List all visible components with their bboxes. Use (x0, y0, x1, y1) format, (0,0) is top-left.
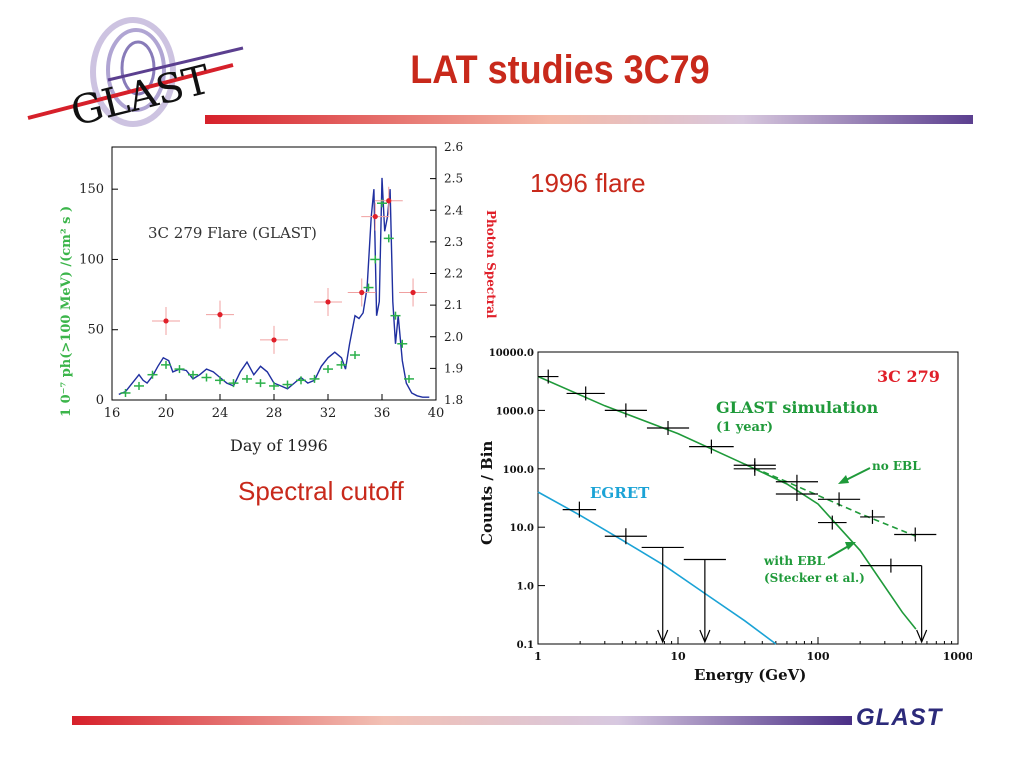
y-tick-label: 50 (87, 323, 104, 338)
y-tick-label: 0.1 (517, 640, 534, 651)
with-ebl-label: with EBL (763, 554, 826, 568)
no-ebl-label: no EBL (872, 459, 921, 473)
index-point (359, 289, 365, 296)
x-tick-label: 24 (212, 406, 229, 421)
x-tick-label: 20 (158, 406, 175, 421)
spectrum-chart: 1 10 100 1000 0.11.010.0100.01000.010000.0 … (478, 348, 972, 684)
y-tick-label: 1.0 (517, 582, 534, 593)
index-point (271, 337, 277, 343)
index-point (217, 312, 223, 318)
y-tick-label: 10000.0 (489, 348, 534, 359)
flare-light-curve-chart: 16 20 24 28 32 36 40 0 50 100 150 1.8 1.9 2.0 2.1 2.2… (59, 140, 498, 455)
y-right-tick-label: 1.9 (444, 361, 463, 375)
x-axis-label: Day of 1996 (230, 436, 328, 455)
upper-limit-arrowhead (699, 629, 711, 644)
y-tick-label: 1000.0 (496, 406, 534, 417)
spectrum-line (537, 375, 917, 630)
y-right-tick-label: 2.1 (444, 298, 463, 312)
glast-sim-sublabel: (1 year) (716, 420, 773, 435)
plot-frame (537, 351, 959, 645)
upper-limit-arrowhead (916, 629, 928, 644)
x-tick-label: 16 (104, 406, 121, 421)
footer-logo: GLAST (856, 704, 943, 731)
index-point (386, 198, 392, 204)
spectrum-line (744, 463, 917, 537)
glast-sim-label: GLAST simulation (716, 398, 879, 417)
title-divider (205, 115, 973, 124)
spectrum-line (537, 491, 777, 645)
index-point (410, 289, 416, 296)
y-right-tick-label: 2.6 (444, 140, 463, 154)
slide-title: LAT studies 3C79 (410, 48, 710, 92)
y-tick-label: 10.0 (510, 523, 534, 534)
with-ebl-arrowhead (845, 542, 856, 550)
x-tick-label: 10 (670, 650, 686, 663)
y-tick-label: 100.0 (503, 465, 534, 476)
no-ebl-arrowhead (838, 475, 849, 484)
x-tick-label: 40 (428, 406, 445, 421)
index-point (163, 318, 169, 324)
x-tick-label: 32 (320, 406, 337, 421)
y-axis-label: Counts / Bin (478, 441, 496, 545)
y-tick-label: 100 (79, 252, 104, 267)
x-tick-label: 100 (807, 650, 830, 663)
x-axis-label: Energy (GeV) (694, 666, 806, 684)
x-tick-label: 1 (534, 650, 542, 663)
glast-logo: GLAST (27, 17, 244, 130)
y-right-tick-label: 2.4 (444, 203, 463, 217)
with-ebl-sublabel: (Stecker et al.) (764, 571, 865, 585)
egret-label: EGRET (590, 484, 650, 502)
y-axis-label-left: 1 0⁻⁷ ph(>100 MeV) /(cm² s ) (59, 206, 74, 417)
upper-limit-arrowhead (657, 629, 669, 644)
y-right-tick-label: 2.5 (444, 172, 463, 186)
y-right-tick-label: 2.2 (444, 267, 463, 281)
y-right-tick-label: 2.3 (444, 235, 463, 249)
y-tick-label: 150 (79, 182, 104, 197)
x-tick-label: 1000 (943, 650, 972, 663)
spectrum-title: 3C 279 (877, 367, 940, 386)
y-right-tick-label: 2.0 (444, 330, 463, 344)
flare-note: 1996 flare (530, 168, 646, 198)
y-axis-label-right: Photon Spectral (484, 210, 498, 319)
x-tick-label: 36 (374, 406, 391, 421)
inset-label: 3C 279 Flare (GLAST) (148, 224, 317, 242)
index-point (325, 299, 331, 305)
glast-logo-text: GLAST (66, 57, 215, 130)
index-point (372, 213, 378, 220)
cutoff-note: Spectral cutoff (238, 476, 404, 506)
y-tick-label: 0 (96, 393, 104, 408)
footer-divider (72, 716, 852, 725)
y-right-tick-label: 1.8 (444, 393, 463, 407)
x-tick-label: 28 (266, 406, 283, 421)
